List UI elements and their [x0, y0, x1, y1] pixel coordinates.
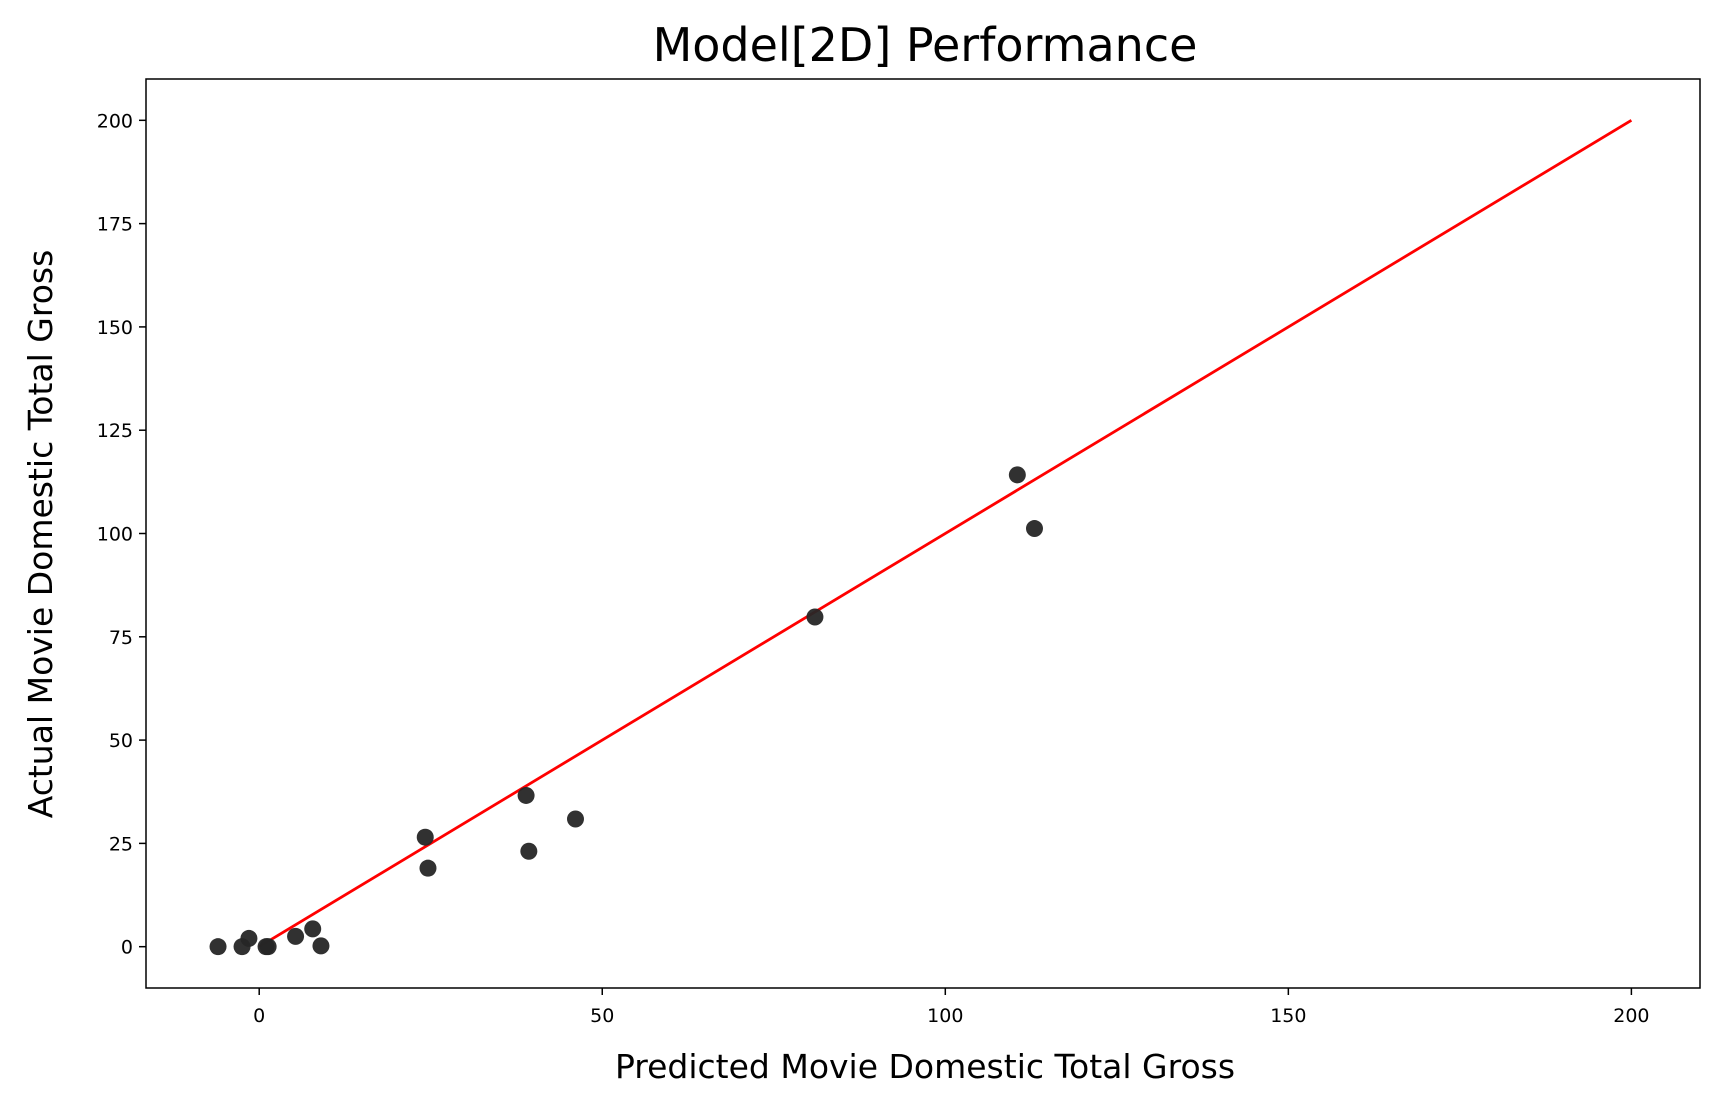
- data-point: [209, 938, 227, 956]
- reference-line: [258, 119, 1633, 948]
- x-tick-label: 0: [253, 1005, 265, 1027]
- chart-title: Model[2D] Performance: [653, 18, 1198, 72]
- y-tick-label: 200: [97, 110, 133, 132]
- x-axis-title: Predicted Movie Domestic Total Gross: [615, 1047, 1235, 1086]
- data-point: [1025, 520, 1043, 538]
- x-tick-label: 200: [1613, 1005, 1649, 1027]
- data-point: [240, 929, 258, 947]
- data-point: [1008, 466, 1026, 484]
- x-tick-label: 50: [590, 1005, 614, 1027]
- x-axis-ticks: 0 50 100 150 200: [253, 988, 1650, 1027]
- data-point: [259, 938, 277, 956]
- data-point: [520, 842, 538, 860]
- data-point: [517, 786, 535, 804]
- y-axis-ticks: 0 25 50 75 100 125 150 175 200: [97, 110, 146, 959]
- data-point: [287, 927, 305, 945]
- data-point: [419, 859, 437, 877]
- data-point: [304, 920, 322, 938]
- plot-area: [145, 78, 1701, 989]
- y-tick-label: 150: [97, 317, 133, 339]
- y-tick-label: 75: [109, 627, 133, 649]
- y-tick-label: 50: [109, 730, 133, 752]
- y-tick-label: 125: [97, 420, 133, 442]
- x-tick-label: 150: [1270, 1005, 1306, 1027]
- data-point: [806, 608, 824, 626]
- y-tick-label: 25: [109, 833, 133, 855]
- y-tick-label: 100: [97, 524, 133, 546]
- y-tick-label: 0: [121, 937, 133, 959]
- data-point: [566, 810, 584, 828]
- y-tick-label: 175: [97, 214, 133, 236]
- y-axis-title: Actual Movie Domestic Total Gross: [21, 250, 60, 819]
- x-tick-label: 100: [927, 1005, 963, 1027]
- data-point: [416, 828, 434, 846]
- plot-frame: [145, 78, 1701, 989]
- data-point: [312, 937, 330, 955]
